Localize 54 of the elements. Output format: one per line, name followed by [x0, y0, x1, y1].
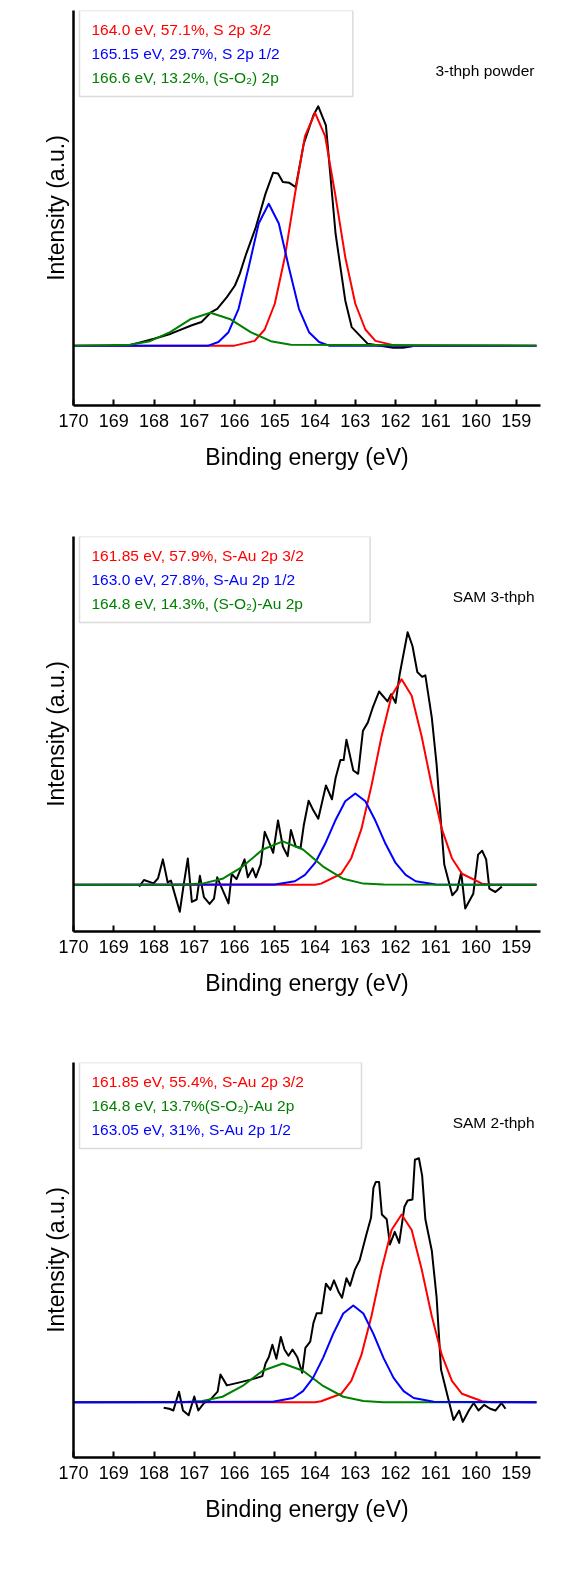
y-axis-title: Intensity (a.u.) — [42, 135, 69, 281]
x-tick-label: 161 — [420, 410, 451, 431]
text: SAM 2-thph — [452, 1114, 535, 1131]
x-tick-label: 162 — [380, 1462, 411, 1483]
x-tick-label: 170 — [58, 1462, 89, 1483]
x-tick-label: 163 — [340, 936, 371, 957]
y-axis-title: Intensity (a.u.) — [42, 1187, 69, 1333]
x-tick-label: 163 — [340, 410, 371, 431]
text: 164.0 eV, 57.1%, S 2p 3/2 — [91, 20, 272, 38]
x-tick-label: 161 — [420, 936, 451, 957]
x-tick-label: 169 — [98, 410, 129, 431]
x-tick-label: 167 — [179, 936, 210, 957]
x-axis-title: Binding energy (eV) — [205, 969, 409, 996]
x-tick-label: 159 — [501, 936, 532, 957]
x-tick-label: 160 — [461, 936, 492, 957]
x-tick-label: 164 — [300, 410, 331, 431]
x-tick-label: 159 — [501, 1462, 532, 1483]
x-tick-label: 166 — [219, 936, 250, 957]
text: 165.15 eV, 29.7%, S 2p 1/2 — [91, 44, 280, 62]
x-tick-label: 167 — [179, 410, 210, 431]
x-tick-label: 169 — [98, 936, 129, 957]
x-tick-label: 170 — [58, 410, 89, 431]
text: 164.8 eV, 14.3%, (S-O₂)-Au 2p — [91, 594, 303, 612]
text: 166.6 eV, 13.2%, (S-O₂) 2p — [91, 68, 279, 86]
x-tick-label: 162 — [380, 936, 411, 957]
x-tick-label: 160 — [461, 1462, 492, 1483]
x-tick-label: 159 — [501, 410, 532, 431]
x-tick-label: 164 — [300, 1462, 331, 1483]
x-tick-label: 166 — [219, 410, 250, 431]
text: 164.8 eV, 13.7%(S-O₂)-Au 2p — [91, 1096, 295, 1114]
x-axis-title: Binding energy (eV) — [205, 1495, 409, 1522]
x-tick-label: 167 — [179, 1462, 210, 1483]
x-tick-label: 164 — [300, 936, 331, 957]
text: 161.85 eV, 55.4%, S-Au 2p 3/2 — [91, 1072, 304, 1090]
x-tick-label: 168 — [139, 936, 170, 957]
x-tick-label: 165 — [259, 1462, 290, 1483]
text: SAM 3-thph — [452, 588, 535, 605]
x-tick-label: 160 — [461, 410, 492, 431]
x-tick-label: 165 — [259, 410, 290, 431]
text: 163.05 eV, 31%, S-Au 2p 1/2 — [91, 1120, 291, 1138]
text: 161.85 eV, 57.9%, S-Au 2p 3/2 — [91, 546, 304, 564]
x-tick-label: 163 — [340, 1462, 371, 1483]
x-tick-label: 170 — [58, 936, 89, 957]
text: 3-thph powder — [435, 62, 535, 79]
x-tick-label: 162 — [380, 410, 411, 431]
x-tick-label: 169 — [98, 1462, 129, 1483]
x-tick-label: 161 — [420, 1462, 451, 1483]
y-axis-title: Intensity (a.u.) — [42, 661, 69, 807]
x-tick-label: 168 — [139, 410, 170, 431]
x-tick-label: 166 — [219, 1462, 250, 1483]
x-tick-label: 168 — [139, 1462, 170, 1483]
x-axis-title: Binding energy (eV) — [205, 443, 409, 470]
text: 163.0 eV, 27.8%, S-Au 2p 1/2 — [91, 570, 296, 588]
x-tick-label: 165 — [259, 936, 290, 957]
